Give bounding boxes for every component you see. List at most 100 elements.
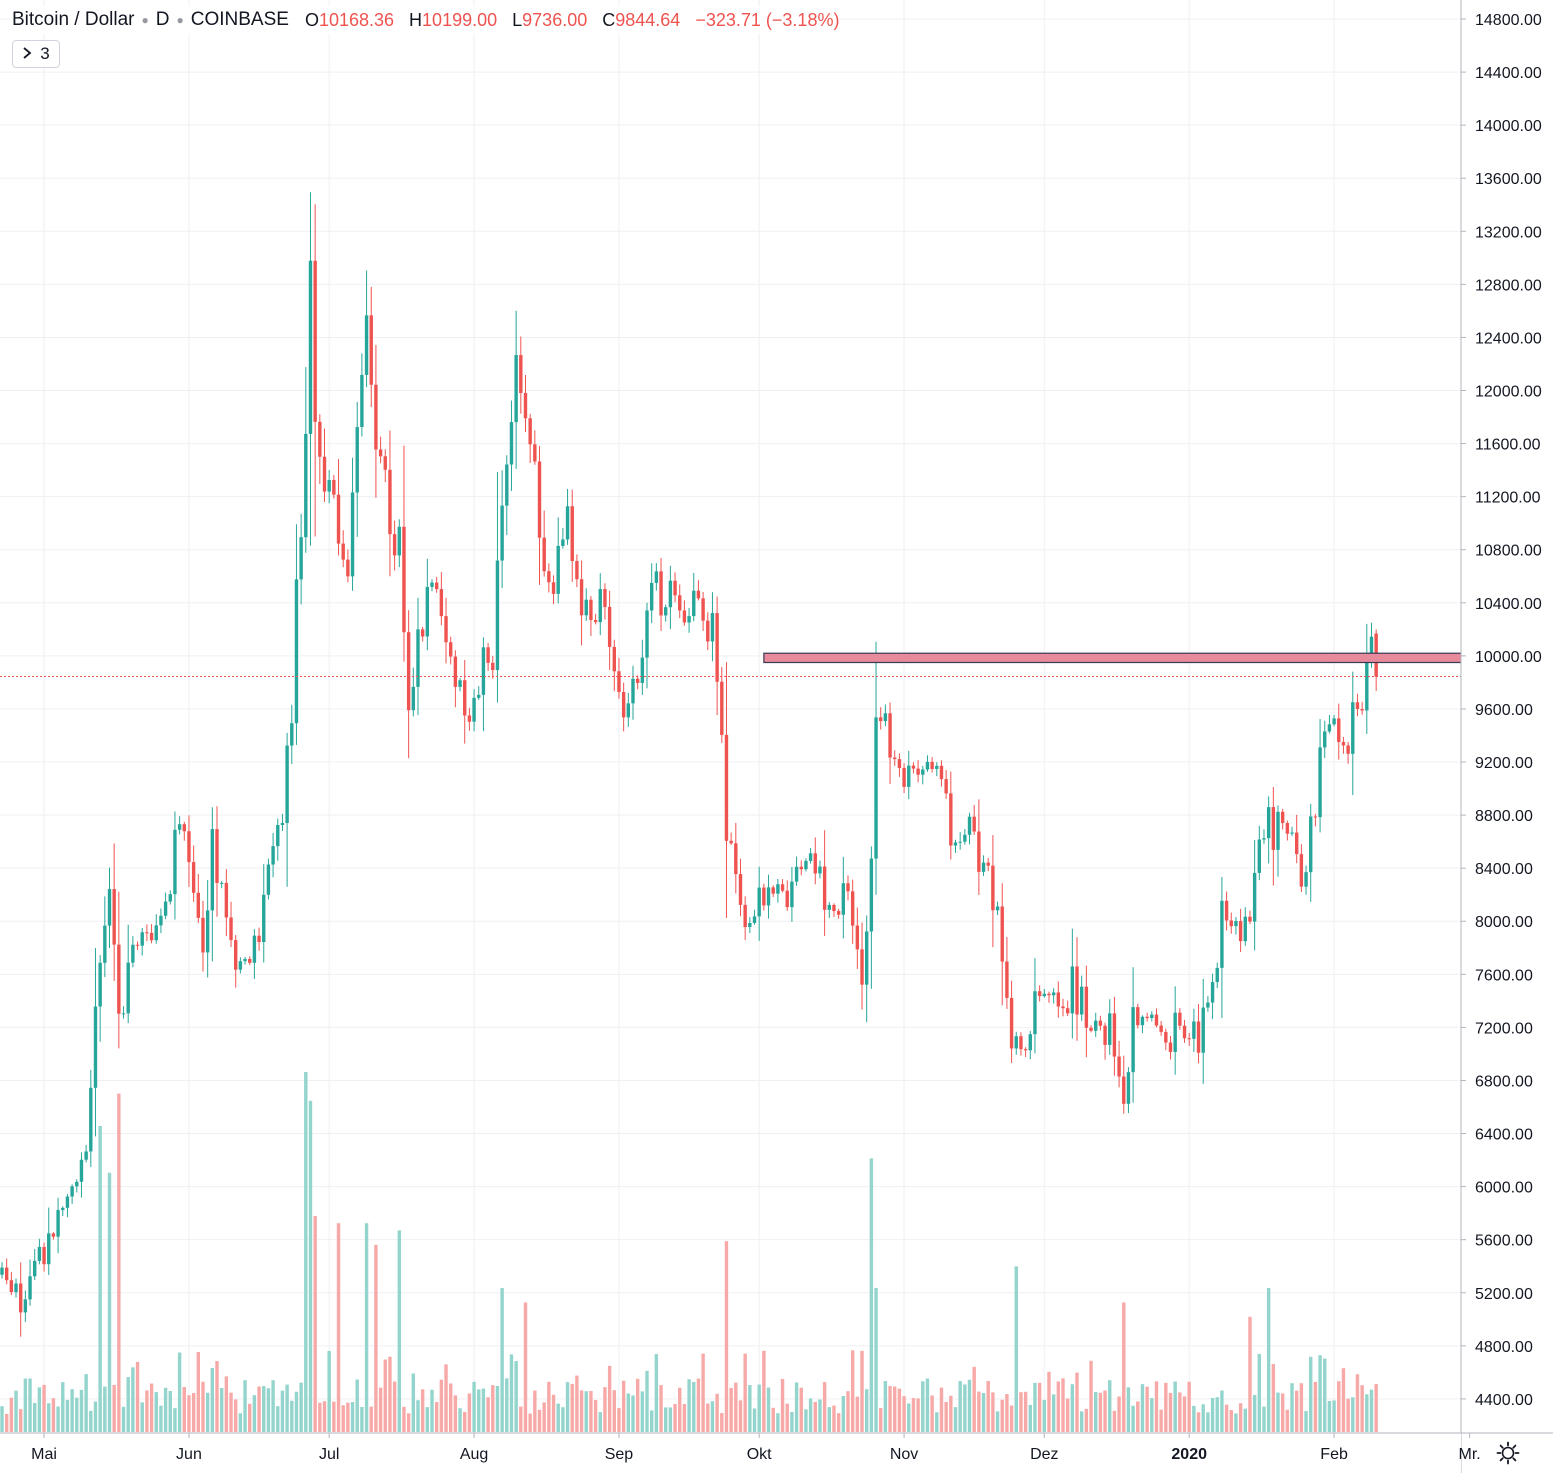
candle-up	[790, 881, 794, 908]
volume-bar	[56, 1406, 60, 1432]
volume-bar	[949, 1395, 953, 1432]
volume-bar	[177, 1352, 182, 1432]
volume-bar	[584, 1391, 588, 1432]
candle-down	[659, 571, 663, 616]
symbol-name[interactable]: Bitcoin / Dollar	[12, 9, 135, 30]
volume-bar	[355, 1379, 359, 1432]
volume-bar	[883, 1381, 888, 1432]
candle-up	[1252, 872, 1257, 922]
volume-bar	[374, 1244, 378, 1432]
candle-down	[1248, 916, 1252, 922]
candle-up	[1318, 747, 1322, 818]
candle-down	[1047, 993, 1051, 996]
candle-up	[360, 374, 364, 428]
candle-up	[1051, 992, 1056, 996]
volume-bar	[972, 1366, 976, 1432]
volume-bar	[1070, 1384, 1075, 1432]
volume-bar	[570, 1383, 574, 1432]
candle-up	[1276, 811, 1280, 850]
candle-down	[196, 892, 201, 918]
ohlc-values: O10168.36 H10199.00 L9736.00 C9844.64 −3…	[305, 10, 840, 31]
chart-legend[interactable]: Bitcoin / Dollar ● D ● COINBASE O10168.3…	[12, 6, 840, 34]
volume-bar	[378, 1387, 383, 1432]
volume-bar	[799, 1387, 803, 1432]
candle-up	[1257, 839, 1262, 873]
candle-up	[271, 846, 275, 865]
y-tick-label: 8000.00	[1475, 914, 1533, 931]
candle-down	[1154, 1014, 1159, 1026]
volume-bar	[47, 1403, 51, 1432]
resistance-zone[interactable]	[763, 652, 1466, 664]
legend-separator: ●	[176, 13, 184, 27]
candle-down	[322, 456, 327, 492]
candle-down	[612, 646, 616, 672]
volume-bar	[61, 1382, 65, 1432]
y-tick-label: 10000.00	[1475, 649, 1542, 666]
volume-bar	[219, 1388, 224, 1432]
x-tick-label: Mr.	[1459, 1446, 1481, 1463]
y-tick-label: 6000.00	[1475, 1180, 1533, 1197]
y-tick-label: 5200.00	[1475, 1286, 1533, 1303]
candle-up	[1014, 1036, 1018, 1049]
candle-up	[1327, 724, 1332, 732]
volume-bar	[1047, 1371, 1051, 1432]
y-tick-label: 14000.00	[1475, 118, 1542, 135]
candle-up	[243, 958, 247, 962]
volume-bar	[589, 1391, 593, 1432]
candle-down	[678, 595, 682, 611]
x-tick-label: Okt	[747, 1446, 772, 1463]
gear-icon[interactable]	[1493, 1438, 1523, 1468]
volume-bar	[874, 1288, 878, 1432]
low-label: L	[512, 9, 523, 30]
candle-up	[397, 526, 401, 556]
volume-bar	[664, 1407, 668, 1432]
volume-bar	[1374, 1383, 1378, 1432]
volume-bar	[893, 1386, 897, 1432]
volume-bar	[290, 1400, 294, 1432]
volume-bar	[734, 1382, 738, 1432]
candle-down	[453, 656, 458, 687]
y-tick-label: 12400.00	[1475, 330, 1542, 347]
candle-down	[879, 717, 883, 722]
volume-bar	[930, 1395, 934, 1432]
candle-down	[589, 599, 593, 621]
volume-bar	[860, 1350, 864, 1432]
volume-bar	[911, 1398, 916, 1432]
volume-bar	[1266, 1288, 1271, 1432]
volume-bar	[864, 1389, 869, 1432]
candle-up	[995, 906, 1000, 911]
x-tick-label: Mai	[31, 1446, 57, 1463]
candle-down	[1117, 1056, 1121, 1077]
candle-up	[219, 882, 224, 884]
candle-up	[907, 765, 911, 787]
candle-down	[1187, 1038, 1191, 1040]
candle-down	[542, 537, 546, 572]
studies-toggle-button[interactable]: 3	[12, 40, 60, 68]
volume-bar	[500, 1288, 504, 1432]
volume-bar	[556, 1403, 560, 1432]
candle-up	[140, 932, 144, 946]
volume-bar	[117, 1093, 121, 1432]
candle-up	[308, 260, 313, 434]
candle-up	[304, 433, 308, 538]
volume-bar	[939, 1387, 944, 1432]
volume-bar	[1154, 1381, 1159, 1432]
volume-bar	[420, 1389, 425, 1432]
studies-count: 3	[40, 44, 50, 63]
volume-bar	[1019, 1392, 1023, 1432]
candle-down	[1299, 854, 1304, 887]
candle-up	[1365, 661, 1369, 711]
candle-up	[1140, 1016, 1145, 1026]
y-tick-label: 10800.00	[1475, 543, 1542, 560]
candle-up	[766, 887, 771, 906]
change-value: −323.71 (−3.18%)	[695, 9, 840, 30]
volume-bar	[794, 1382, 799, 1432]
candle-down	[313, 260, 317, 422]
candle-up	[1070, 966, 1075, 1014]
volume-bar	[1262, 1406, 1266, 1432]
volume-bar	[916, 1398, 920, 1432]
interval-label[interactable]: D	[155, 9, 170, 30]
volume-bar	[383, 1359, 387, 1432]
